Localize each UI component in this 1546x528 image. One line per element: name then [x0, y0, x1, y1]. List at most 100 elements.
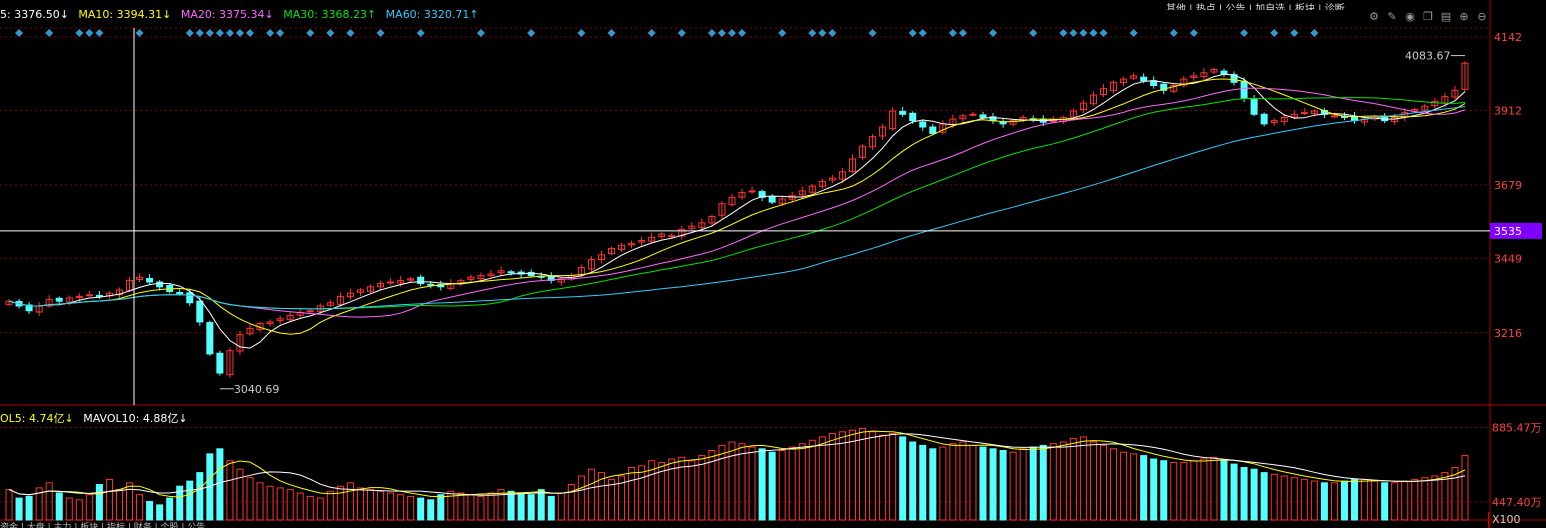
volume-bar	[1411, 478, 1419, 521]
candle-body	[306, 310, 314, 313]
volume-bar	[1089, 441, 1097, 521]
signal-diamond	[1169, 29, 1178, 37]
volume-bar	[156, 504, 164, 521]
volume-bar	[95, 484, 103, 521]
candle-body	[768, 196, 776, 203]
volume-bar	[688, 460, 696, 521]
candle-body	[216, 352, 224, 374]
candle-body	[1330, 115, 1338, 118]
candle-body	[377, 283, 385, 288]
candle-body	[1180, 78, 1188, 86]
volume-bar	[1381, 482, 1389, 521]
volume-bar	[959, 441, 967, 521]
volume-bar	[437, 494, 445, 521]
mavol5-value: OL5: 4.74亿↓	[0, 412, 74, 425]
volume-bar	[387, 492, 395, 521]
copy-icon[interactable]: ❐	[1423, 10, 1433, 23]
volume-multiplier: X100	[1488, 512, 1526, 528]
volume-bar	[1150, 458, 1158, 521]
candle-body	[628, 243, 636, 246]
candle-body	[95, 294, 103, 297]
signal-diamond	[989, 29, 998, 37]
volume-bar	[768, 451, 776, 521]
candle-body	[246, 327, 254, 335]
minus-icon[interactable]: ⊖	[1477, 10, 1487, 23]
candle-body	[507, 271, 515, 274]
candle-body	[638, 239, 646, 243]
volume-bar	[306, 495, 314, 521]
candle-body	[407, 278, 415, 281]
signal-diamond	[416, 29, 425, 37]
signal-diamond	[1129, 29, 1138, 37]
delete-icon[interactable]: ▤	[1440, 10, 1452, 23]
ma5-value: 5: 3376.50↓	[0, 8, 69, 21]
volume-bar	[256, 482, 264, 521]
volume-bar	[848, 429, 856, 521]
signal-diamond	[647, 29, 656, 37]
volume-bar	[1240, 467, 1248, 521]
volume-bar	[969, 444, 977, 521]
ma-legend: 5: 3376.50↓ MA10: 3394.31↓ MA20: 3375.34…	[0, 8, 485, 24]
signal-diamond	[1189, 29, 1198, 37]
volume-bar	[1310, 480, 1318, 521]
candle-body	[818, 180, 826, 187]
candle-body	[698, 222, 706, 228]
volume-bar	[859, 427, 867, 521]
volume-bar	[929, 448, 937, 521]
volume-bar	[115, 489, 123, 521]
volume-bar	[1130, 453, 1138, 521]
volume-bar	[55, 492, 63, 521]
signal-diamond	[707, 29, 716, 37]
candle-body	[397, 279, 405, 284]
period-toolbar[interactable]: 其他 | 热点 | 公告 | 加自选 | 板块 | 诊断	[1166, 4, 1345, 10]
signal-diamond	[225, 29, 234, 37]
ma20-line	[8, 87, 1466, 318]
candle-body	[919, 121, 927, 128]
candle-body	[1270, 120, 1278, 124]
volume-bar	[467, 494, 475, 521]
candle-body	[848, 158, 856, 172]
volume-bar	[166, 497, 174, 521]
low-annotation: 3040.69	[234, 383, 279, 396]
candle-body	[909, 112, 917, 122]
volume-bar	[326, 490, 334, 521]
candle-body	[899, 110, 907, 115]
volume-bar	[597, 472, 605, 521]
eye-icon[interactable]: ◉	[1405, 10, 1415, 23]
ma10-line	[8, 78, 1466, 335]
bottom-tabs[interactable]: 资金 | 大盘 | 主力 | 板块 | 指标 | 财务 | 个股 | 公告	[0, 523, 206, 528]
signal-diamond	[607, 29, 616, 37]
signal-diamond	[958, 29, 967, 37]
candle-body	[879, 126, 887, 137]
volume-bar	[1421, 477, 1429, 521]
volume-bar	[1079, 436, 1087, 521]
gear-icon[interactable]: ⚙	[1369, 10, 1379, 23]
volume-bar	[1461, 455, 1469, 521]
volume-bar	[487, 492, 495, 521]
volume-bar	[346, 482, 354, 521]
candle-body	[1140, 76, 1148, 82]
candle-body	[236, 334, 244, 352]
candle-body	[1300, 112, 1308, 115]
signal-diamond	[577, 29, 586, 37]
volume-bar	[668, 458, 676, 521]
volume-bar	[1220, 460, 1228, 521]
volume-tick-label: 447.40万	[1492, 496, 1542, 509]
volume-bar	[638, 465, 646, 521]
volume-bar	[939, 446, 947, 521]
candle-body	[417, 276, 425, 285]
volume-bar	[447, 490, 455, 521]
volume-bar	[216, 448, 224, 521]
volume-bar	[1320, 482, 1328, 521]
plus-icon[interactable]: ⊕	[1459, 10, 1469, 23]
volume-bar	[567, 484, 575, 521]
candle-body	[226, 350, 234, 376]
volume-bar	[1210, 456, 1218, 521]
high-annotation: 4083.67	[1405, 50, 1451, 63]
pen-icon[interactable]: ✎	[1387, 10, 1397, 23]
ma10-value: MA10: 3394.31↓	[78, 8, 172, 21]
volume-bar	[758, 448, 766, 521]
signal-diamond	[246, 29, 255, 37]
signal-diamond	[276, 29, 285, 37]
